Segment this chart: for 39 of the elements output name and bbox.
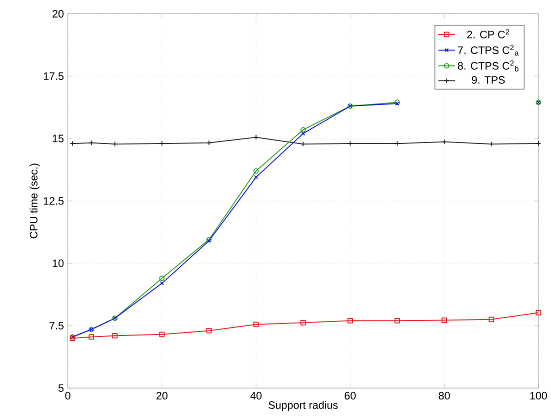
legend-label: 2. CP C$^{2}$ — [467, 29, 510, 39]
y-tick-label: 12.5 — [44, 197, 64, 205]
point — [300, 320, 306, 326]
point — [206, 328, 212, 334]
point — [536, 310, 542, 316]
y-tick-label: 10 — [52, 260, 64, 268]
x-axis-title: Support radius — [268, 401, 338, 412]
x-tick-label: 80 — [438, 392, 450, 400]
point — [488, 317, 494, 322]
point — [88, 334, 94, 340]
point — [394, 141, 400, 146]
y-tick-label: 15 — [52, 135, 64, 143]
point — [488, 142, 494, 147]
point — [301, 132, 306, 136]
point — [112, 333, 118, 339]
point — [159, 141, 165, 146]
x-tick-label: 20 — [156, 392, 168, 400]
point — [442, 318, 447, 324]
legend-label: 9. TPS — [472, 76, 505, 84]
point — [253, 322, 259, 328]
point — [254, 175, 258, 180]
point — [159, 332, 165, 338]
y-tick-label: 20 — [52, 10, 64, 18]
point — [112, 142, 118, 147]
x-tick-label: 60 — [344, 392, 356, 400]
y-tick-label: 7.5 — [50, 322, 64, 330]
point — [347, 141, 353, 146]
y-tick-label: 17.5 — [44, 72, 64, 80]
y-tick-label: 5 — [58, 384, 64, 392]
point — [300, 142, 306, 147]
point — [253, 168, 259, 174]
point — [394, 318, 400, 324]
point — [159, 276, 165, 282]
x-tick-label: 40 — [250, 392, 262, 400]
x-tick-label: 0 — [65, 392, 70, 400]
point — [300, 127, 306, 133]
x-tick-label: 100 — [530, 392, 547, 400]
y-axis-title: CPU time (sec.) — [30, 164, 40, 239]
point — [347, 318, 353, 324]
